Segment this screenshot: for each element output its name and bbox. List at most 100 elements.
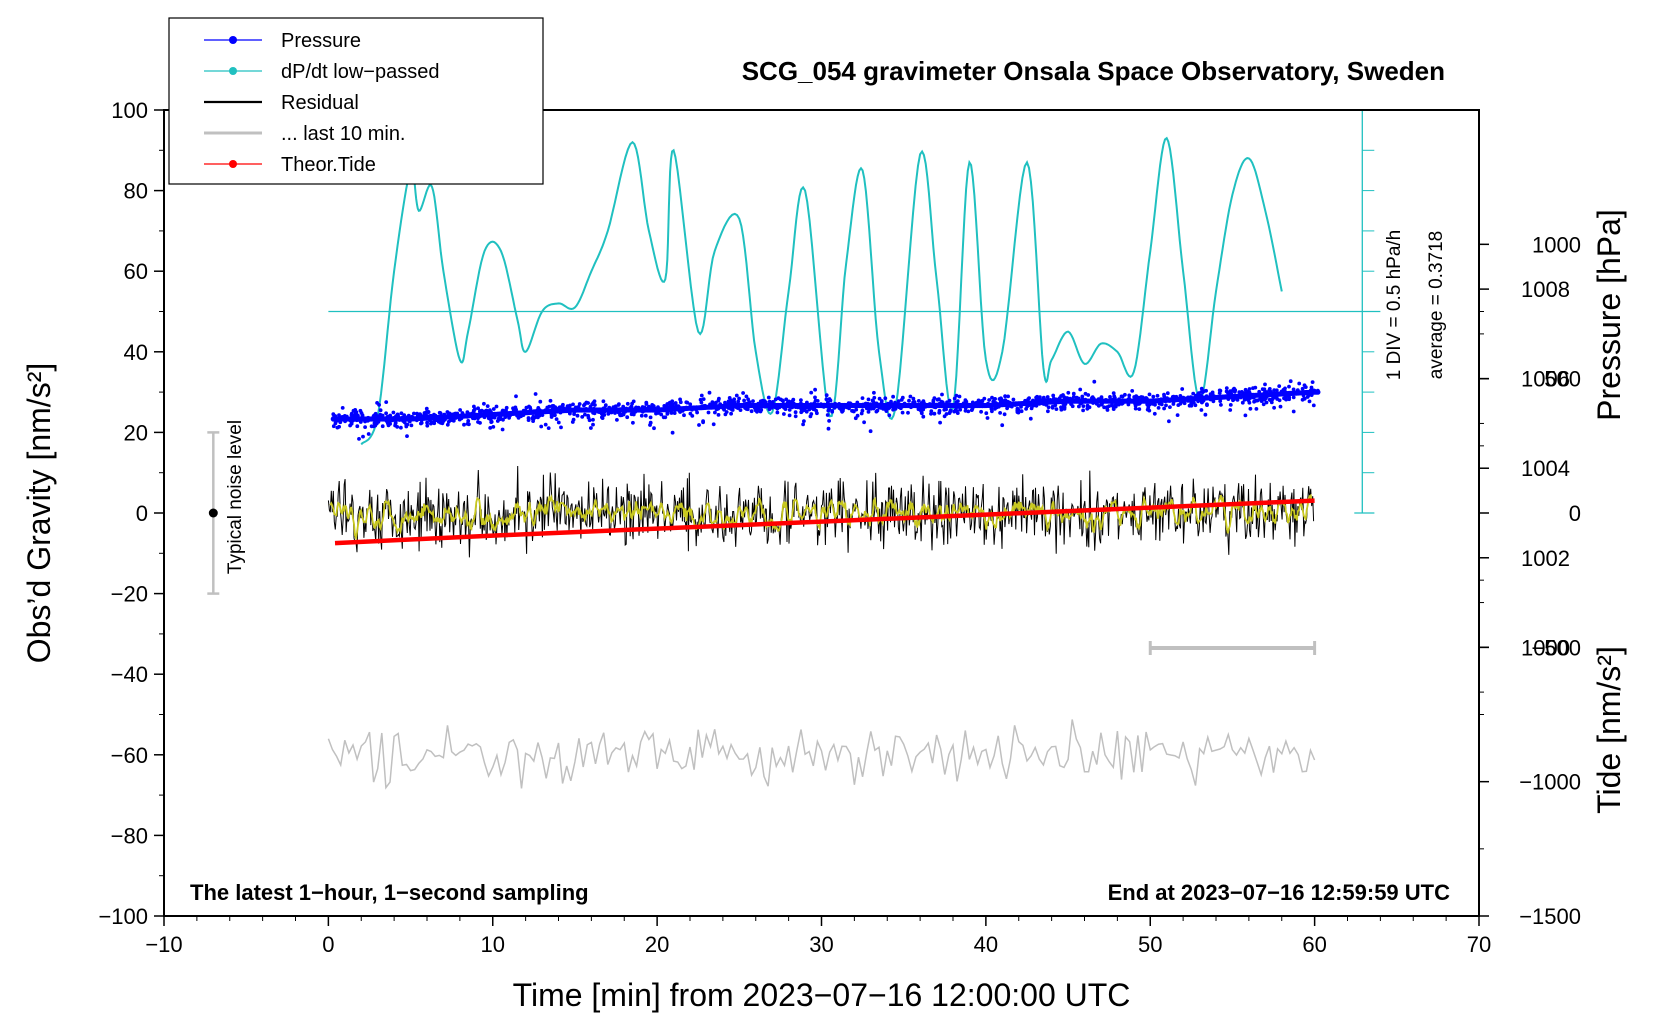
pressure-point	[916, 399, 921, 403]
legend-swatch-marker	[229, 36, 237, 44]
pressure-point	[603, 403, 608, 408]
pressure-point	[1110, 403, 1114, 408]
pressure-point	[784, 397, 789, 402]
pressure-point	[355, 413, 359, 417]
pressure-point	[787, 408, 792, 412]
pressure-point	[395, 425, 400, 429]
pressure-point	[488, 426, 493, 430]
pressure-point	[734, 393, 739, 398]
pressure-point	[577, 402, 582, 406]
pressure-tick-label: 1006	[1521, 367, 1570, 392]
pressure-point	[601, 399, 606, 404]
pressure-point	[824, 397, 829, 402]
pressure-point	[866, 410, 871, 414]
pressure-point	[736, 399, 741, 404]
pressure-point	[1191, 391, 1196, 396]
pressure-point	[918, 408, 923, 413]
pressure-point	[425, 420, 429, 425]
pressure-point	[1211, 399, 1216, 404]
x-tick-label: 70	[1467, 932, 1491, 957]
pressure-point	[404, 422, 409, 427]
pressure-point	[1309, 385, 1314, 390]
pressure-point	[533, 392, 538, 396]
x-tick-label: 20	[645, 932, 669, 957]
pressure-point	[405, 434, 409, 438]
pressure-point	[883, 407, 888, 412]
tide-tick-label: 0	[1569, 501, 1581, 526]
pressure-point	[987, 398, 991, 402]
pressure-point	[479, 408, 484, 413]
pressure-point	[1062, 403, 1066, 408]
pressure-point	[1199, 408, 1204, 412]
pressure-point	[1085, 403, 1090, 408]
pressure-point	[1054, 407, 1059, 411]
pressure-point	[1307, 399, 1312, 404]
pressure-point	[1046, 409, 1050, 414]
pressure-tick-label: 1000	[1521, 635, 1570, 660]
pressure-point	[331, 424, 336, 429]
x-axis-title: Time [min] from 2023−07−16 12:00:00 UTC	[513, 977, 1131, 1013]
pressure-point	[559, 425, 563, 430]
pressure-point	[1034, 395, 1038, 400]
pressure-point	[631, 420, 635, 425]
pressure-point	[582, 403, 586, 408]
pressure-point	[665, 411, 670, 415]
pressure-point	[419, 421, 424, 425]
pressure-point	[488, 416, 493, 421]
tide-tick-label: −1500	[1519, 904, 1581, 929]
pressure-point	[591, 417, 595, 422]
pressure-point	[1228, 389, 1233, 393]
pressure-point	[1155, 393, 1160, 398]
pressure-point	[1288, 379, 1293, 384]
pressure-point	[1092, 379, 1097, 384]
pressure-point	[1102, 405, 1106, 410]
pressure-point	[1224, 386, 1229, 390]
pressure-point	[1196, 391, 1201, 396]
pressure-point	[1167, 419, 1171, 424]
pressure-point	[1080, 394, 1085, 399]
pressure-point	[1108, 395, 1112, 399]
pressure-point	[1152, 411, 1157, 416]
pressure-point	[850, 409, 855, 413]
pressure-point	[688, 402, 693, 407]
pressure-point	[1224, 389, 1229, 394]
pressure-point	[672, 411, 677, 415]
x-tick-label: 0	[322, 932, 334, 957]
pressure-point	[826, 426, 831, 431]
pressure-point	[1053, 403, 1058, 408]
y-tick-label: −20	[111, 582, 148, 607]
pressure-point	[1130, 389, 1135, 393]
pressure-point	[391, 410, 396, 415]
pressure-point	[591, 422, 595, 427]
pressure-point	[1016, 408, 1021, 412]
pressure-point	[1247, 387, 1252, 391]
pressure-point	[546, 426, 551, 430]
pressure-point	[809, 412, 814, 416]
pressure-point	[793, 414, 798, 419]
pressure-point	[711, 422, 716, 427]
pressure-point	[527, 404, 531, 409]
pressure-point	[1272, 388, 1277, 393]
pressure-point	[883, 396, 888, 401]
pressure-point	[670, 399, 675, 404]
footer-right-label: End at 2023−07−16 12:59:59 UTC	[1108, 880, 1451, 905]
x-tick-label: 40	[974, 932, 998, 957]
pressure-point	[554, 417, 559, 421]
pressure-tick-label: 1004	[1521, 456, 1570, 481]
div-label: 1 DIV = 0.5 hPa/h	[1384, 230, 1405, 381]
pressure-point	[802, 408, 807, 412]
pressure-point	[840, 409, 844, 414]
pressure-point	[991, 399, 996, 404]
pressure-point	[825, 413, 830, 417]
pressure-point	[1287, 384, 1291, 389]
pressure-point	[539, 424, 544, 429]
pressure-point	[586, 401, 590, 405]
y-tick-label: −40	[111, 662, 148, 687]
pressure-point	[932, 396, 937, 400]
legend-label: Residual	[281, 92, 359, 114]
pressure-point	[745, 407, 750, 412]
pressure-point	[919, 411, 924, 416]
pressure-point	[467, 422, 471, 427]
tide-series-line	[334, 498, 1315, 546]
